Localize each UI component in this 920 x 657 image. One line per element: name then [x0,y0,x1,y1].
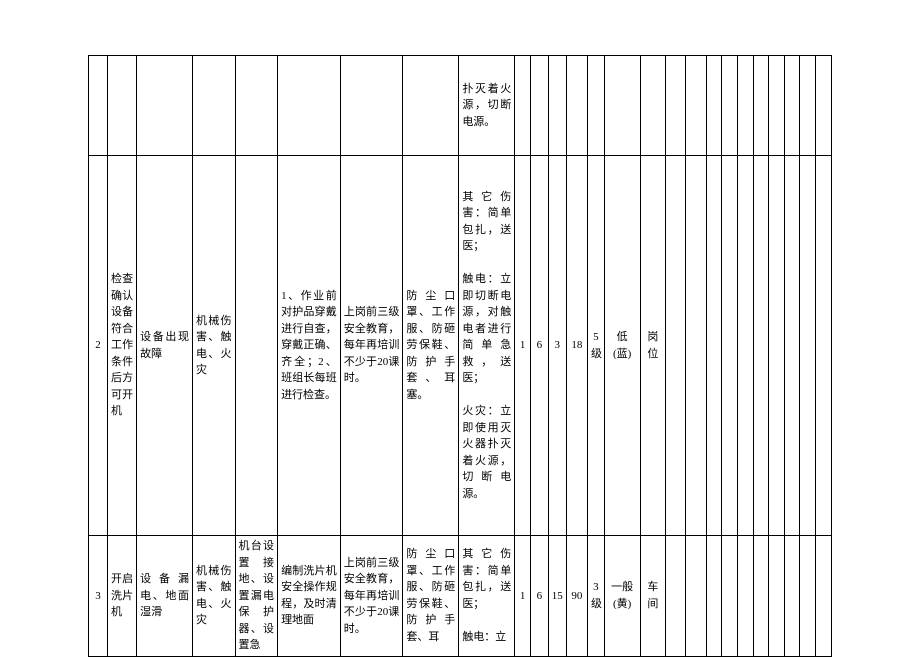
cell-accident: 机械伤害、触电、火灾 [193,156,236,536]
cell-L: 1 [515,156,531,536]
cell [816,56,832,156]
cell-mgmt [278,56,341,156]
cell-E: 6 [530,536,548,657]
cell [640,56,666,156]
cell-ppe: 防尘口罩、工作服、防砸劳保鞋、防护手套、耳 [403,536,459,657]
cell [722,156,738,536]
table-row: 3 开启洗片机 设备漏电、地面湿滑 机械伤害、触电、火灾 机台设置接地、设置漏电… [89,536,832,657]
cell [548,56,566,156]
cell-emerg: 其它伤害：简单包扎，送医； 触电：立即切断电源，对触电者进行简单急救，送医； 火… [459,156,515,536]
cell-train [340,56,403,156]
cell [753,156,769,536]
cell [737,536,753,657]
cell [686,56,706,156]
cell [816,156,832,536]
cell-seq: 2 [89,156,108,536]
cell-train: 上岗前三级安全教育，每年再培训不少于20课时。 [340,536,403,657]
cell-accident [193,56,236,156]
cell-C: 15 [548,536,566,657]
cell-C: 3 [548,156,566,536]
cell-mgmt: 编制洗片机安全操作规程，及时清理地面 [278,536,341,657]
page: 扑灭着火源，切断电源。 2 检查确认设备符合工作条件后方可开机 设备出现故障 机… [0,0,920,651]
cell [722,536,738,657]
cell-grade: 低(蓝) [604,156,640,536]
cell [686,156,706,536]
cell-eng [235,56,278,156]
cell [816,536,832,657]
cell [769,536,785,657]
cell-seq [89,56,108,156]
cell-hazard: 设备出现故障 [137,156,193,536]
cell-D: 18 [566,156,587,536]
cell-D: 90 [566,536,587,657]
cell [769,56,785,156]
cell-level: 3级 [587,536,604,657]
cell [800,156,816,536]
cell-ctrl: 岗位 [640,156,666,536]
risk-table: 扑灭着火源，切断电源。 2 检查确认设备符合工作条件后方可开机 设备出现故障 机… [88,55,832,657]
cell [706,156,722,536]
cell [800,56,816,156]
cell-grade: 一般(黄) [604,536,640,657]
cell-eng [235,156,278,536]
cell [530,56,548,156]
cell [800,536,816,657]
cell-ctrl: 车间 [640,536,666,657]
cell-eng: 机台设置接地、设置漏电保护器、设置急 [235,536,278,657]
cell-train: 上岗前三级安全教育，每年再培训不少于20课时。 [340,156,403,536]
cell [737,156,753,536]
cell [784,156,800,536]
cell [737,56,753,156]
cell [753,56,769,156]
cell [587,56,604,156]
cell-step [108,56,137,156]
cell-emerg: 扑灭着火源，切断电源。 [459,56,515,156]
cell-level: 5级 [587,156,604,536]
cell [722,56,738,156]
cell [706,56,722,156]
cell-accident: 机械伤害、触电、火灾 [193,536,236,657]
cell [666,56,686,156]
cell [515,56,531,156]
table-row: 2 检查确认设备符合工作条件后方可开机 设备出现故障 机械伤害、触电、火灾 1、… [89,156,832,536]
cell [706,536,722,657]
cell-hazard [137,56,193,156]
cell [753,536,769,657]
cell [666,156,686,536]
table-row: 扑灭着火源，切断电源。 [89,56,832,156]
cell [784,56,800,156]
cell [604,56,640,156]
cell-seq: 3 [89,536,108,657]
cell [769,156,785,536]
cell-E: 6 [530,156,548,536]
cell-step: 开启洗片机 [108,536,137,657]
cell [666,536,686,657]
cell-emerg: 其它伤害：简单包扎，送医； 触电：立 [459,536,515,657]
cell [686,536,706,657]
cell-step: 检查确认设备符合工作条件后方可开机 [108,156,137,536]
cell [784,536,800,657]
cell [566,56,587,156]
cell-ppe: 防尘口罩、工作服、防砸劳保鞋、防护手套、耳塞。 [403,156,459,536]
cell-L: 1 [515,536,531,657]
cell-ppe [403,56,459,156]
cell-hazard: 设备漏电、地面湿滑 [137,536,193,657]
cell-mgmt: 1、作业前对护品穿戴进行自查，穿戴正确、齐全；2、班组长每班进行检查。 [278,156,341,536]
